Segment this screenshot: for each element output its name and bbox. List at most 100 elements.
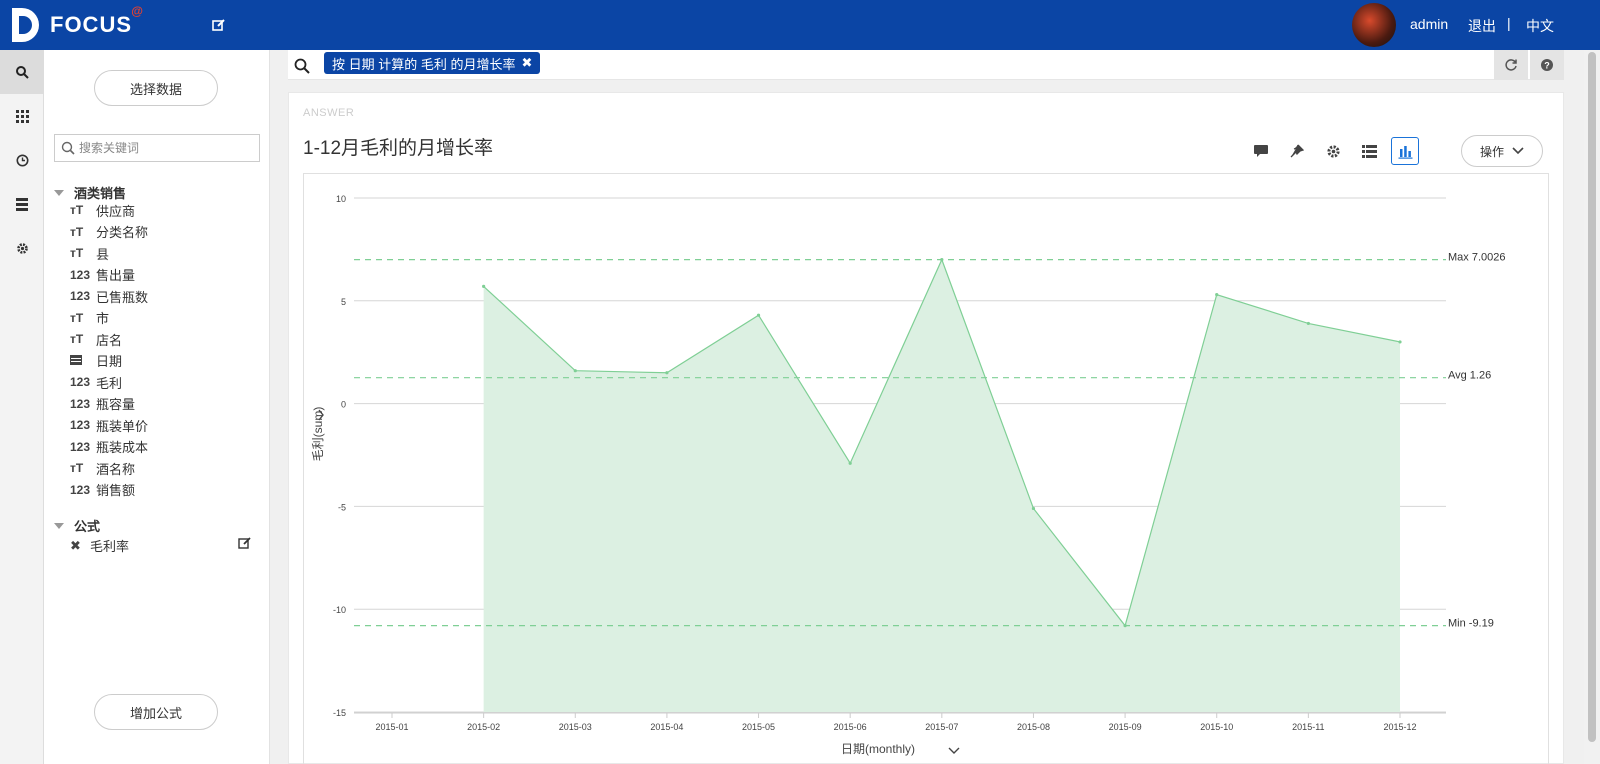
- caret-down-icon: [54, 189, 64, 196]
- field-label: 售出量: [96, 268, 136, 283]
- field-item[interactable]: 123 瓶装成本: [70, 437, 148, 457]
- pin-icon: [1290, 144, 1304, 158]
- x-tick-label: 2015-06: [834, 722, 867, 732]
- x-tick-label: 2015-03: [559, 722, 592, 732]
- rail-data[interactable]: [0, 182, 44, 226]
- remove-icon[interactable]: ✖: [70, 537, 81, 553]
- number-type-icon: 123: [70, 289, 91, 303]
- field-item[interactable]: 123 毛利: [70, 372, 122, 392]
- operations-dropdown[interactable]: 操作: [1461, 135, 1543, 167]
- field-label: 瓶装成本: [96, 440, 149, 455]
- chevron-down-icon: [1512, 147, 1524, 155]
- x-axis-ticks: 2015-01 2015-02 2015-03 2015-04 2015-05 2015-…: [354, 712, 1446, 732]
- search-icon: [294, 58, 310, 74]
- y-tick-label: 10: [336, 194, 346, 204]
- reference-label: Max 7.0026: [1448, 252, 1505, 264]
- page-scrollbar[interactable]: [1584, 50, 1600, 764]
- chart-title: 1-12月毛利的月增长率: [303, 138, 494, 159]
- logo[interactable]: FOCUS @: [10, 4, 143, 44]
- data-point: [1398, 340, 1402, 344]
- field-item[interactable]: ᴛT 供应商: [70, 200, 135, 220]
- settings-button[interactable]: [1319, 137, 1347, 165]
- area-fill: [483, 259, 1400, 712]
- x-tick-label: 2015-09: [1109, 722, 1142, 732]
- chevron-down-icon[interactable]: [318, 409, 324, 421]
- field-label: 供应商: [96, 203, 136, 219]
- logo-mark-icon: [12, 8, 39, 42]
- area-chart[interactable]: Max 7.0026 Avg 1.26 Min -9.19 10 5 0 -5 -10 -15…: [304, 174, 1550, 764]
- close-icon[interactable]: ✖: [521, 55, 533, 70]
- logout-link[interactable]: 退出: [1468, 18, 1496, 34]
- comment-icon: [1254, 145, 1268, 157]
- reference-line-layer: Max 7.0026 Avg 1.26 Min -9.19: [354, 252, 1505, 630]
- comment-button[interactable]: [1247, 137, 1275, 165]
- language-switch[interactable]: 中文: [1526, 18, 1554, 34]
- field-item[interactable]: 123 瓶装单价: [70, 415, 148, 435]
- field-label: 市: [96, 311, 110, 326]
- y-tick-label: 5: [341, 297, 346, 307]
- field-item[interactable]: ᴛT 酒名称: [70, 458, 135, 478]
- add-formula-button[interactable]: 增加公式: [94, 694, 218, 730]
- chevron-down-icon[interactable]: [948, 747, 960, 754]
- field-item[interactable]: ᴛT 分类名称: [70, 222, 148, 242]
- y-tick-label: -15: [333, 708, 346, 718]
- x-tick-label: 2015-08: [1017, 722, 1050, 732]
- rail-apps[interactable]: [0, 94, 44, 138]
- select-data-button[interactable]: 选择数据: [94, 70, 218, 106]
- formula-item[interactable]: ✖ 毛利率: [70, 536, 129, 555]
- search-icon: [61, 141, 75, 155]
- field-item[interactable]: 123 已售瓶数: [70, 286, 148, 306]
- field-item[interactable]: 日期: [70, 351, 122, 371]
- grid-icon: [15, 109, 29, 123]
- table-group-header[interactable]: 酒类销售: [54, 183, 126, 202]
- y-tick-label: -10: [333, 605, 346, 615]
- field-item[interactable]: ᴛT 店名: [70, 329, 122, 349]
- rail-search[interactable]: [0, 50, 44, 94]
- y-axis-ticks: 10 5 0 -5 -10 -15: [333, 194, 346, 718]
- text-type-icon: ᴛT: [70, 461, 84, 475]
- text-type-icon: ᴛT: [70, 332, 84, 346]
- text-type-icon: ᴛT: [70, 203, 84, 217]
- keyword-search-input[interactable]: [79, 141, 249, 155]
- field-item[interactable]: 123 售出量: [70, 265, 135, 285]
- x-axis-label[interactable]: 日期(monthly): [841, 742, 915, 756]
- field-item[interactable]: 123 瓶容量: [70, 394, 135, 414]
- field-label: 毛利: [96, 375, 123, 391]
- avatar[interactable]: [1352, 3, 1396, 47]
- search-token[interactable]: 按 日期 计算的 毛利 的月增长率 ✖: [324, 52, 541, 74]
- username[interactable]: admin: [1410, 16, 1449, 32]
- search-bar: 按 日期 计算的 毛利 的月增长率 ✖ ?: [288, 50, 1564, 80]
- data-point: [482, 284, 486, 289]
- table-view-button[interactable]: [1355, 137, 1383, 165]
- pin-button[interactable]: [1283, 137, 1311, 165]
- question-icon: ?: [1541, 59, 1553, 71]
- bar-chart-icon: [1398, 145, 1412, 159]
- x-tick-label: 2015-05: [742, 722, 775, 732]
- refresh-button[interactable]: [1494, 50, 1528, 80]
- number-type-icon: 123: [70, 482, 91, 497]
- help-button[interactable]: ?: [1530, 50, 1564, 80]
- formula-group-header[interactable]: 公式: [54, 516, 100, 535]
- rail-history[interactable]: [0, 138, 44, 182]
- operations-label: 操作: [1479, 144, 1504, 159]
- field-label: 销售额: [96, 483, 136, 498]
- number-type-icon: 123: [70, 439, 91, 454]
- chart-view-button[interactable]: [1391, 137, 1419, 165]
- x-tick-label: 2015-01: [375, 722, 408, 732]
- edit-icon[interactable]: [238, 536, 252, 550]
- number-type-icon: 123: [70, 375, 91, 389]
- edit-icon[interactable]: [212, 18, 226, 32]
- gear-icon: [1326, 144, 1340, 158]
- chart-frame: Max 7.0026 Avg 1.26 Min -9.19 10 5 0 -5 -10 -15…: [303, 173, 1549, 764]
- keyword-search[interactable]: [54, 134, 260, 162]
- scrollbar-thumb[interactable]: [1588, 52, 1596, 742]
- y-axis-label[interactable]: 毛利(sum): [311, 407, 325, 462]
- rail-settings[interactable]: [0, 226, 44, 270]
- field-label: 店名: [96, 332, 123, 348]
- field-item[interactable]: ᴛT 市: [70, 308, 109, 328]
- table-group-name: 酒类销售: [74, 186, 127, 201]
- number-type-icon: 123: [70, 396, 91, 411]
- field-item[interactable]: ᴛT 县: [70, 243, 109, 263]
- field-item[interactable]: 123 销售额: [70, 480, 135, 500]
- x-tick-label: 2015-11: [1292, 722, 1324, 732]
